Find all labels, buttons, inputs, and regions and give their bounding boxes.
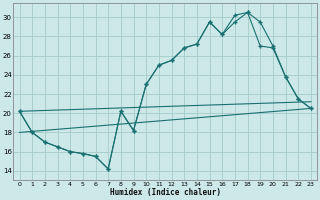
X-axis label: Humidex (Indice chaleur): Humidex (Indice chaleur) xyxy=(110,188,221,197)
